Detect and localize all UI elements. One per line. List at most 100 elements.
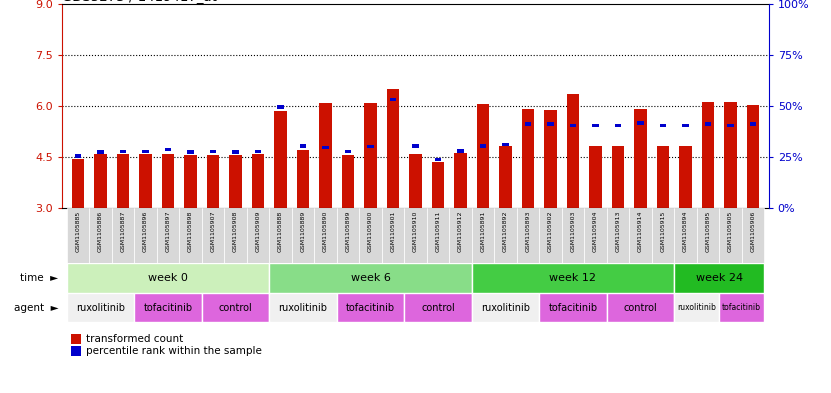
- Bar: [634, 109, 647, 208]
- Bar: [637, 121, 644, 125]
- Bar: [727, 124, 734, 127]
- Bar: [367, 145, 374, 148]
- Bar: [72, 159, 84, 208]
- Text: week 0: week 0: [148, 273, 188, 283]
- Bar: [247, 208, 269, 263]
- Bar: [232, 151, 239, 154]
- Bar: [202, 293, 269, 322]
- Text: GSM1105913: GSM1105913: [616, 211, 621, 252]
- Text: control: control: [623, 303, 657, 312]
- Bar: [539, 293, 607, 322]
- Bar: [750, 123, 756, 126]
- Bar: [89, 208, 112, 263]
- Text: GSM1105906: GSM1105906: [750, 211, 755, 252]
- Bar: [120, 150, 126, 153]
- Bar: [607, 293, 674, 322]
- Text: GSM1105890: GSM1105890: [323, 211, 328, 252]
- Bar: [502, 143, 509, 146]
- Bar: [679, 146, 691, 208]
- Text: GDS5273 / 1419417_at: GDS5273 / 1419417_at: [62, 0, 217, 3]
- Text: GSM1105915: GSM1105915: [661, 211, 666, 252]
- Bar: [345, 150, 352, 153]
- Bar: [674, 208, 696, 263]
- Bar: [322, 146, 329, 149]
- Bar: [342, 155, 354, 208]
- Bar: [140, 154, 152, 208]
- Bar: [569, 124, 577, 127]
- Bar: [432, 162, 445, 208]
- Bar: [629, 208, 652, 263]
- Bar: [66, 208, 89, 263]
- Text: GSM1105899: GSM1105899: [346, 211, 351, 252]
- Bar: [66, 263, 269, 293]
- Bar: [277, 105, 284, 109]
- Bar: [95, 154, 106, 208]
- Bar: [615, 124, 622, 127]
- Bar: [455, 153, 467, 208]
- Bar: [207, 156, 219, 208]
- Text: GSM1105910: GSM1105910: [413, 211, 418, 252]
- Bar: [719, 208, 742, 263]
- Bar: [725, 102, 736, 208]
- Bar: [112, 208, 135, 263]
- Bar: [292, 208, 314, 263]
- Bar: [522, 109, 534, 208]
- Bar: [524, 123, 531, 126]
- Bar: [472, 263, 674, 293]
- Bar: [224, 208, 247, 263]
- Text: tofacitinib: tofacitinib: [722, 303, 761, 312]
- Bar: [117, 154, 130, 208]
- Text: GSM1105896: GSM1105896: [143, 211, 148, 252]
- Bar: [404, 293, 472, 322]
- Bar: [652, 208, 674, 263]
- Bar: [274, 111, 287, 208]
- Text: percentile rank within the sample: percentile rank within the sample: [86, 346, 262, 356]
- Bar: [450, 208, 472, 263]
- Bar: [701, 102, 714, 208]
- Bar: [254, 150, 262, 153]
- Text: GSM1105904: GSM1105904: [593, 211, 598, 252]
- Bar: [381, 208, 404, 263]
- Bar: [472, 293, 539, 322]
- Bar: [682, 124, 689, 127]
- Text: tofacitinib: tofacitinib: [144, 303, 193, 312]
- Bar: [747, 105, 759, 208]
- Text: GSM1105895: GSM1105895: [706, 211, 711, 252]
- Bar: [674, 263, 765, 293]
- Bar: [165, 148, 171, 151]
- Bar: [477, 105, 489, 208]
- Bar: [179, 208, 202, 263]
- Text: ruxolitinib: ruxolitinib: [677, 303, 716, 312]
- Text: GSM1105889: GSM1105889: [301, 211, 306, 252]
- Bar: [539, 208, 562, 263]
- Text: GSM1105892: GSM1105892: [503, 211, 508, 252]
- Bar: [359, 208, 381, 263]
- Text: GSM1105909: GSM1105909: [256, 211, 261, 252]
- Bar: [202, 208, 224, 263]
- Bar: [209, 150, 216, 153]
- Text: GSM1105888: GSM1105888: [278, 211, 283, 252]
- Text: week 12: week 12: [549, 273, 597, 283]
- Bar: [410, 154, 421, 208]
- Bar: [300, 144, 307, 148]
- Bar: [97, 151, 104, 154]
- Bar: [187, 151, 194, 154]
- Text: week 24: week 24: [696, 273, 743, 283]
- Bar: [404, 208, 427, 263]
- Bar: [252, 154, 264, 208]
- Bar: [656, 146, 669, 208]
- Bar: [607, 208, 629, 263]
- Bar: [364, 103, 376, 208]
- Bar: [584, 208, 607, 263]
- Bar: [297, 150, 309, 208]
- Text: GSM1105911: GSM1105911: [435, 211, 440, 252]
- Text: control: control: [219, 303, 253, 312]
- Bar: [472, 208, 494, 263]
- Text: GSM1105914: GSM1105914: [638, 211, 643, 252]
- Bar: [589, 146, 602, 208]
- Text: GSM1105891: GSM1105891: [480, 211, 485, 252]
- Text: GSM1105905: GSM1105905: [728, 211, 733, 252]
- Text: week 6: week 6: [351, 273, 391, 283]
- Text: GSM1105894: GSM1105894: [683, 211, 688, 252]
- Bar: [479, 144, 486, 148]
